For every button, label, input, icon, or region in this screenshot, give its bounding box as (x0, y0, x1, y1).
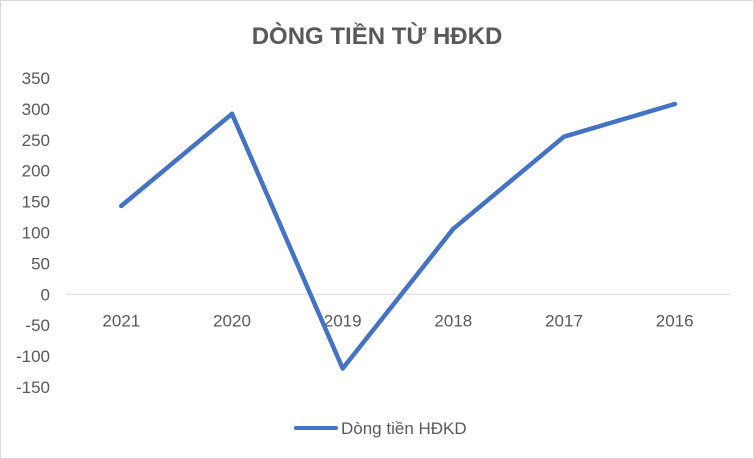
x-tick-label: 2019 (324, 311, 362, 330)
data-point (340, 366, 345, 371)
y-tick-label: 350 (22, 69, 50, 88)
series-layer (119, 101, 677, 371)
x-tick-label: 2016 (656, 311, 694, 330)
y-tick-label: 0 (41, 285, 50, 304)
data-point (451, 226, 456, 231)
x-tick-label: 2020 (213, 311, 251, 330)
x-tick-label: 2018 (434, 311, 472, 330)
data-point (672, 101, 677, 107)
y-tick-label: 300 (22, 100, 50, 119)
data-point (119, 203, 124, 209)
series-line (119, 101, 677, 371)
y-tick-label: -100 (16, 347, 50, 366)
y-tick-label: 150 (22, 193, 50, 212)
y-axis-ticks: 350 300 250 200 150 100 50 0 -50 -100 -150 (16, 69, 50, 397)
y-tick-label: -150 (16, 378, 50, 397)
x-tick-label: 2017 (545, 311, 583, 330)
y-tick-label: -50 (25, 316, 50, 335)
y-tick-label: 200 (22, 162, 50, 181)
legend[interactable]: Dòng tiền HĐKD (294, 419, 467, 438)
x-axis-ticks: 2021 2020 2019 2018 2017 2016 (102, 311, 693, 330)
chart-title: DÒNG TIỀN TỪ HĐKD (252, 22, 503, 50)
legend-label: Dòng tiền HĐKD (341, 419, 467, 438)
data-point (229, 111, 235, 117)
data-point (561, 134, 567, 139)
y-tick-label: 250 (22, 131, 50, 150)
x-tick-label: 2021 (102, 311, 140, 330)
y-tick-label: 100 (22, 224, 50, 243)
y-tick-label: 50 (31, 254, 50, 273)
